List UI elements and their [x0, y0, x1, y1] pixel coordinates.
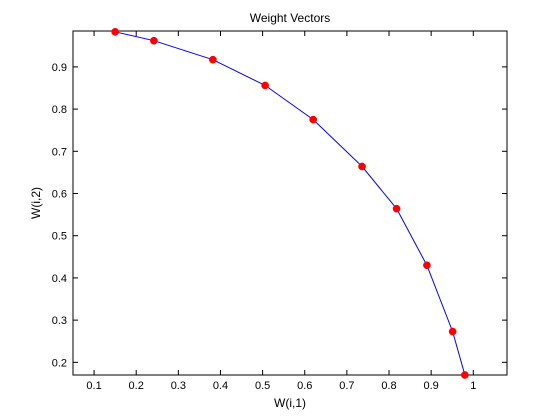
x-tick-label: 0.7: [339, 380, 354, 392]
data-point: [261, 81, 269, 90]
x-tick-label: 0.4: [213, 380, 228, 392]
data-point: [423, 261, 431, 270]
x-tick-label: 0.5: [255, 380, 270, 392]
x-axis-title: W(i,1): [274, 396, 306, 410]
y-tick-label: 0.4: [52, 273, 67, 285]
y-tick-label: 0.9: [52, 62, 67, 74]
y-tick-label: 0.8: [52, 104, 67, 116]
data-point: [150, 36, 158, 45]
x-tick-label: 0.6: [297, 380, 312, 392]
plot-area: [72, 30, 508, 376]
x-tick-label: 0.8: [381, 380, 396, 392]
x-tick-label: 0.1: [86, 380, 101, 392]
series-line: [114, 31, 466, 376]
y-tick-label: 0.5: [52, 231, 67, 243]
x-tick-label: 0.2: [129, 380, 144, 392]
y-tick-label: 0.6: [52, 189, 67, 201]
data-point: [358, 162, 366, 171]
x-axis: 0.1 0.2 0.3 0.4 0.5 0.6 0.7 0.8 0.9 1: [86, 31, 476, 392]
x-tick-label: 0.3: [171, 380, 186, 392]
y-tick-label: 0.7: [52, 146, 67, 158]
x-tick-label: 1: [470, 380, 476, 392]
data-point: [309, 115, 318, 124]
y-axis-title: W(i,2): [29, 187, 43, 219]
data-point: [209, 55, 217, 64]
data-point: [448, 327, 457, 336]
y-tick-label: 0.3: [52, 315, 67, 327]
data-point: [111, 27, 119, 36]
x-tick-label: 0.9: [424, 380, 439, 392]
y-tick-label: 0.2: [52, 357, 67, 369]
y-axis: 0.2 0.3 0.4 0.5 0.6 0.7 0.8 0.9: [52, 62, 507, 369]
data-point: [461, 371, 469, 379]
chart-title: Weight Vectors: [250, 11, 330, 25]
series-layer: [111, 27, 469, 379]
data-point: [392, 204, 401, 213]
